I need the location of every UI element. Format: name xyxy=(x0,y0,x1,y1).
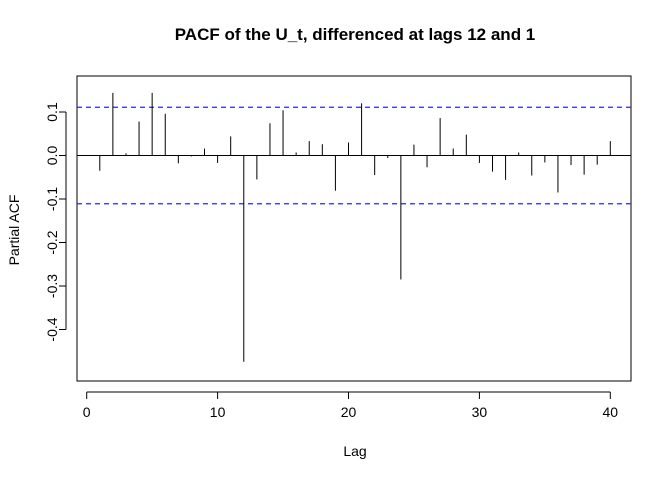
y-tick-label: -0.2 xyxy=(44,230,60,254)
chart-title: PACF of the U_t, differenced at lags 12 … xyxy=(175,25,536,44)
x-tick-label: 0 xyxy=(83,404,91,420)
y-tick-label: 0.1 xyxy=(44,102,60,122)
y-tick-label: -0.1 xyxy=(44,187,60,211)
x-tick-label: 40 xyxy=(603,404,619,420)
y-tick-label: -0.3 xyxy=(44,274,60,298)
y-tick-label: 0.0 xyxy=(44,146,60,166)
plot-frame xyxy=(76,75,632,382)
x-tick-label: 10 xyxy=(210,404,226,420)
x-axis-label: Lag xyxy=(343,443,366,459)
y-axis-label: Partial ACF xyxy=(6,195,22,266)
y-tick-label: -0.4 xyxy=(44,317,60,341)
x-tick-label: 20 xyxy=(341,404,357,420)
x-tick-label: 30 xyxy=(472,404,488,420)
plot-area xyxy=(77,92,631,362)
